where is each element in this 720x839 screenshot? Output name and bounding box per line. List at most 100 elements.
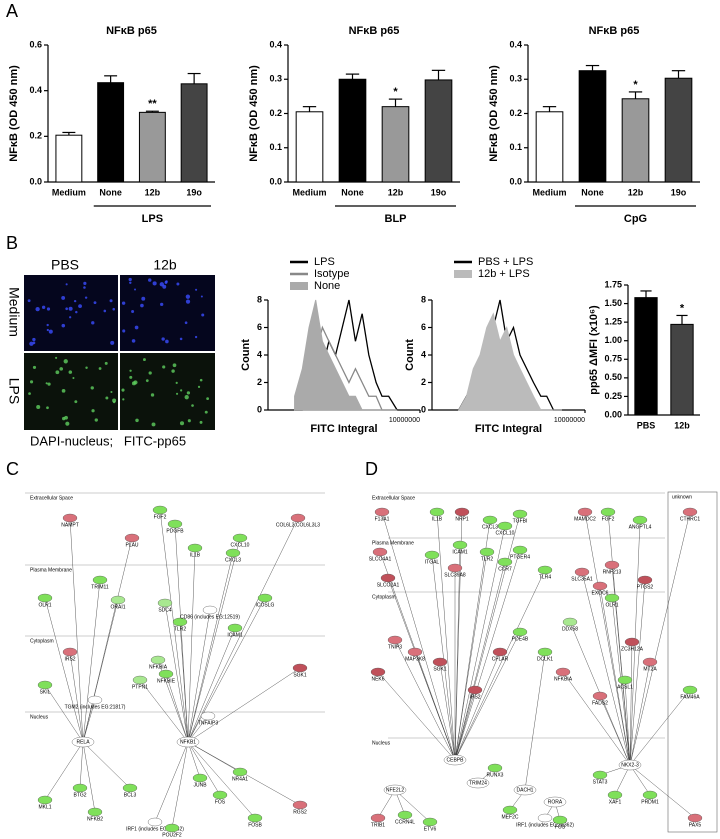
node-label: TLR4 [539, 574, 551, 580]
cell [73, 299, 77, 303]
node [380, 573, 396, 583]
edge [454, 511, 463, 761]
edge [187, 609, 211, 743]
cell [199, 378, 203, 382]
bar [180, 83, 208, 183]
edge [562, 671, 631, 766]
micrograph [120, 275, 215, 351]
cell [161, 337, 165, 341]
node [432, 657, 448, 667]
node [637, 575, 653, 585]
cell [45, 382, 48, 385]
bar [338, 78, 367, 183]
x-tick-label: None [341, 187, 364, 197]
x-tick-label: 19o [186, 187, 202, 197]
y-tick-label: 8 [257, 294, 262, 304]
cell [29, 341, 34, 346]
node [497, 521, 513, 531]
node [502, 805, 518, 815]
micrograph [24, 275, 118, 351]
node [513, 784, 537, 796]
node-label: RNF213 [603, 569, 622, 575]
caption: DAPI-nucleus; FITC-pp65 [30, 433, 186, 448]
edge [79, 741, 84, 789]
node-label: NFKBIA [149, 664, 168, 670]
x-axis-label: FITC Integral [310, 423, 377, 435]
cell [32, 341, 36, 345]
cell [103, 309, 107, 313]
cell [72, 377, 75, 380]
node-label: F13A1 [375, 516, 390, 522]
node-label: DDX58 [562, 626, 578, 632]
node-label: CCRN4L [395, 819, 415, 825]
row-label: LPS [6, 378, 22, 404]
cell [129, 375, 133, 379]
y-tick-label: 0 [257, 404, 262, 414]
node [429, 507, 445, 517]
node [592, 691, 608, 701]
node [37, 795, 53, 805]
group-label: CpG [624, 213, 647, 225]
edge [394, 639, 456, 761]
cell [185, 299, 191, 304]
y-tick-label: 0.3 [269, 74, 282, 84]
node-label: TNIP3 [388, 644, 402, 650]
cell [134, 325, 139, 330]
cell [61, 295, 66, 300]
node [552, 815, 568, 825]
node-label: NFKB1 [180, 739, 196, 745]
cell [36, 404, 41, 410]
cell [175, 381, 178, 385]
node-label: TRIM24 [469, 780, 487, 786]
node-label: CXCL3 [225, 557, 241, 563]
y-tick-label: 0.50 [604, 372, 622, 382]
legend-label: PBS + LPS [478, 256, 533, 268]
cell [134, 288, 137, 291]
micrograph [120, 353, 215, 430]
y-tick-label: 1.00 [604, 335, 622, 345]
cell [148, 371, 152, 375]
node [227, 623, 243, 633]
node-label: PRDM1 [641, 799, 659, 805]
node-label: NFKBIA [554, 676, 573, 682]
node [167, 519, 183, 529]
x-tick-label: None [99, 187, 122, 197]
node-label: IRF1 (includes EG:16362) [516, 822, 574, 828]
node [466, 777, 490, 789]
y-tick-label: 0.0 [269, 176, 282, 186]
edge [187, 552, 234, 743]
bar [381, 106, 410, 183]
edge [82, 699, 96, 743]
cell [61, 388, 66, 393]
node-label: ORAI1 [110, 604, 125, 610]
node-label: SGK1 [433, 666, 447, 672]
cell [191, 404, 194, 407]
node-label: STAT3 [593, 779, 608, 785]
node-label: ZC3H12A [621, 646, 644, 652]
node-label: TRIM11 [91, 584, 109, 590]
edge [584, 511, 631, 766]
node [72, 783, 88, 793]
node [447, 563, 463, 573]
cell [46, 328, 49, 332]
edge [377, 671, 456, 761]
node [132, 675, 148, 685]
y-tick-label: 4 [257, 349, 262, 359]
edge [187, 741, 256, 819]
node [642, 657, 658, 667]
cell [90, 386, 94, 390]
node [292, 800, 308, 810]
bar [424, 79, 453, 183]
node [562, 617, 578, 627]
cell [165, 339, 169, 344]
cell [35, 306, 40, 312]
row-label: Medium [6, 287, 22, 337]
cell [152, 281, 157, 286]
node-label: IL1B [190, 552, 201, 558]
node [642, 790, 658, 800]
node [407, 647, 423, 657]
x-tick-label: 12b [628, 187, 644, 197]
cell [85, 366, 88, 370]
node-label: RORA [548, 799, 563, 805]
node-label: CCR7 [498, 566, 512, 572]
